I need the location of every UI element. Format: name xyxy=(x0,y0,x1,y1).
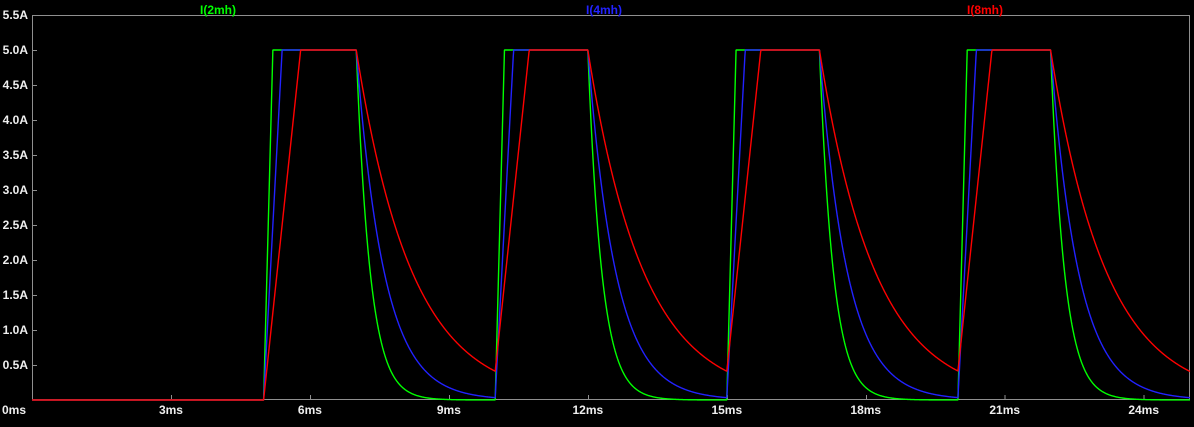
y-tick-label: 4.5A xyxy=(2,78,28,92)
y-tick-label: 4.0A xyxy=(2,113,28,127)
trace-i8mh[interactable] xyxy=(32,49,1191,401)
x-tick-label: 24ms xyxy=(1128,403,1160,417)
y-tick-label: 3.0A xyxy=(2,183,28,197)
x-tick-label: 18ms xyxy=(850,403,882,417)
trace-i4mh[interactable] xyxy=(32,49,1191,401)
trace-i2mh[interactable] xyxy=(32,49,1190,401)
trace-label-i8mh[interactable]: I(8mh) xyxy=(967,3,1003,17)
y-tick-label: 1.0A xyxy=(2,323,28,337)
x-tick-label: 9ms xyxy=(436,403,461,417)
x-tick-label: 12ms xyxy=(572,403,604,417)
y-tick-label: 2.0A xyxy=(2,253,28,267)
x-tick-label: 0ms xyxy=(2,403,27,417)
x-tick-label: 6ms xyxy=(297,403,322,417)
plot-border xyxy=(32,15,1190,400)
trace-label-i4mh[interactable]: I(4mh) xyxy=(586,3,622,17)
x-tick-label: 3ms xyxy=(158,403,183,417)
y-tick-label: 3.5A xyxy=(2,148,28,162)
x-tick-label: 15ms xyxy=(711,403,743,417)
y-tick-label: 5.0A xyxy=(2,43,28,57)
y-tick-label: 0.5A xyxy=(2,358,28,372)
y-tick-label: 1.5A xyxy=(2,288,28,302)
trace-label-i2mh[interactable]: I(2mh) xyxy=(200,3,236,17)
y-tick-label: 5.5A xyxy=(2,8,28,22)
x-tick-label: 21ms xyxy=(989,403,1021,417)
y-tick-label: 2.5A xyxy=(2,218,28,232)
